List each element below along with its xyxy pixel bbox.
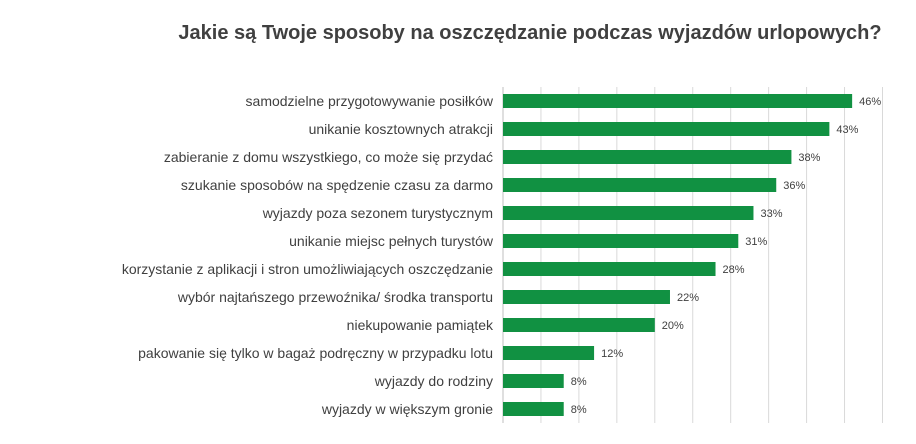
bars bbox=[503, 94, 853, 416]
category-label: wyjazdy w większym gronie bbox=[321, 401, 493, 417]
bar bbox=[503, 262, 716, 276]
category-label: unikanie miejsc pełnych turystów bbox=[289, 233, 494, 249]
category-label: wyjazdy poza sezonem turystycznym bbox=[262, 205, 493, 221]
data-label: 31% bbox=[745, 236, 767, 248]
bar bbox=[503, 318, 655, 332]
data-label: 33% bbox=[760, 208, 782, 220]
data-label: 20% bbox=[662, 320, 684, 332]
bar bbox=[503, 234, 739, 248]
category-label: zabieranie z domu wszystkiego, co może s… bbox=[164, 149, 493, 165]
bar bbox=[503, 122, 830, 136]
bar bbox=[503, 290, 670, 304]
chart-title: Jakie są Twoje sposoby na oszczędzanie p… bbox=[178, 22, 882, 44]
gridlines bbox=[502, 87, 883, 423]
data-label: 46% bbox=[859, 96, 881, 108]
bar bbox=[503, 346, 595, 360]
category-label: szukanie sposobów na spędzenie czasu za … bbox=[181, 177, 493, 193]
data-label: 28% bbox=[723, 264, 745, 276]
category-label: samodzielne przygotowywanie posiłków bbox=[246, 93, 494, 109]
data-label: 36% bbox=[783, 180, 805, 192]
category-label: korzystanie z aplikacji i stron umożliwi… bbox=[122, 261, 493, 277]
data-label: 12% bbox=[601, 348, 623, 360]
data-label: 38% bbox=[798, 152, 820, 164]
category-label: wyjazdy do rodziny bbox=[374, 373, 493, 389]
category-label: niekupowanie pamiątek bbox=[347, 317, 494, 333]
data-label: 8% bbox=[571, 376, 587, 388]
bar bbox=[503, 206, 754, 220]
category-label: pakowanie się tylko w bagaż podręczny w … bbox=[138, 345, 493, 361]
bar bbox=[503, 150, 792, 164]
category-label: unikanie kosztownych atrakcji bbox=[309, 121, 493, 137]
category-label: wybór najtańszego przewoźnika/ środka tr… bbox=[177, 289, 493, 305]
data-label: 43% bbox=[836, 124, 858, 136]
data-label: 22% bbox=[677, 292, 699, 304]
bar bbox=[503, 178, 777, 192]
bar bbox=[503, 94, 853, 108]
data-label: 8% bbox=[571, 404, 587, 416]
category-labels: samodzielne przygotowywanie posiłków unik… bbox=[122, 93, 494, 417]
value-labels: 46% 43% 38% 36% 33% 31% 28% 22% 20% 12% 8% 8% bbox=[571, 96, 882, 416]
bar bbox=[503, 402, 564, 416]
bar bbox=[503, 374, 564, 388]
